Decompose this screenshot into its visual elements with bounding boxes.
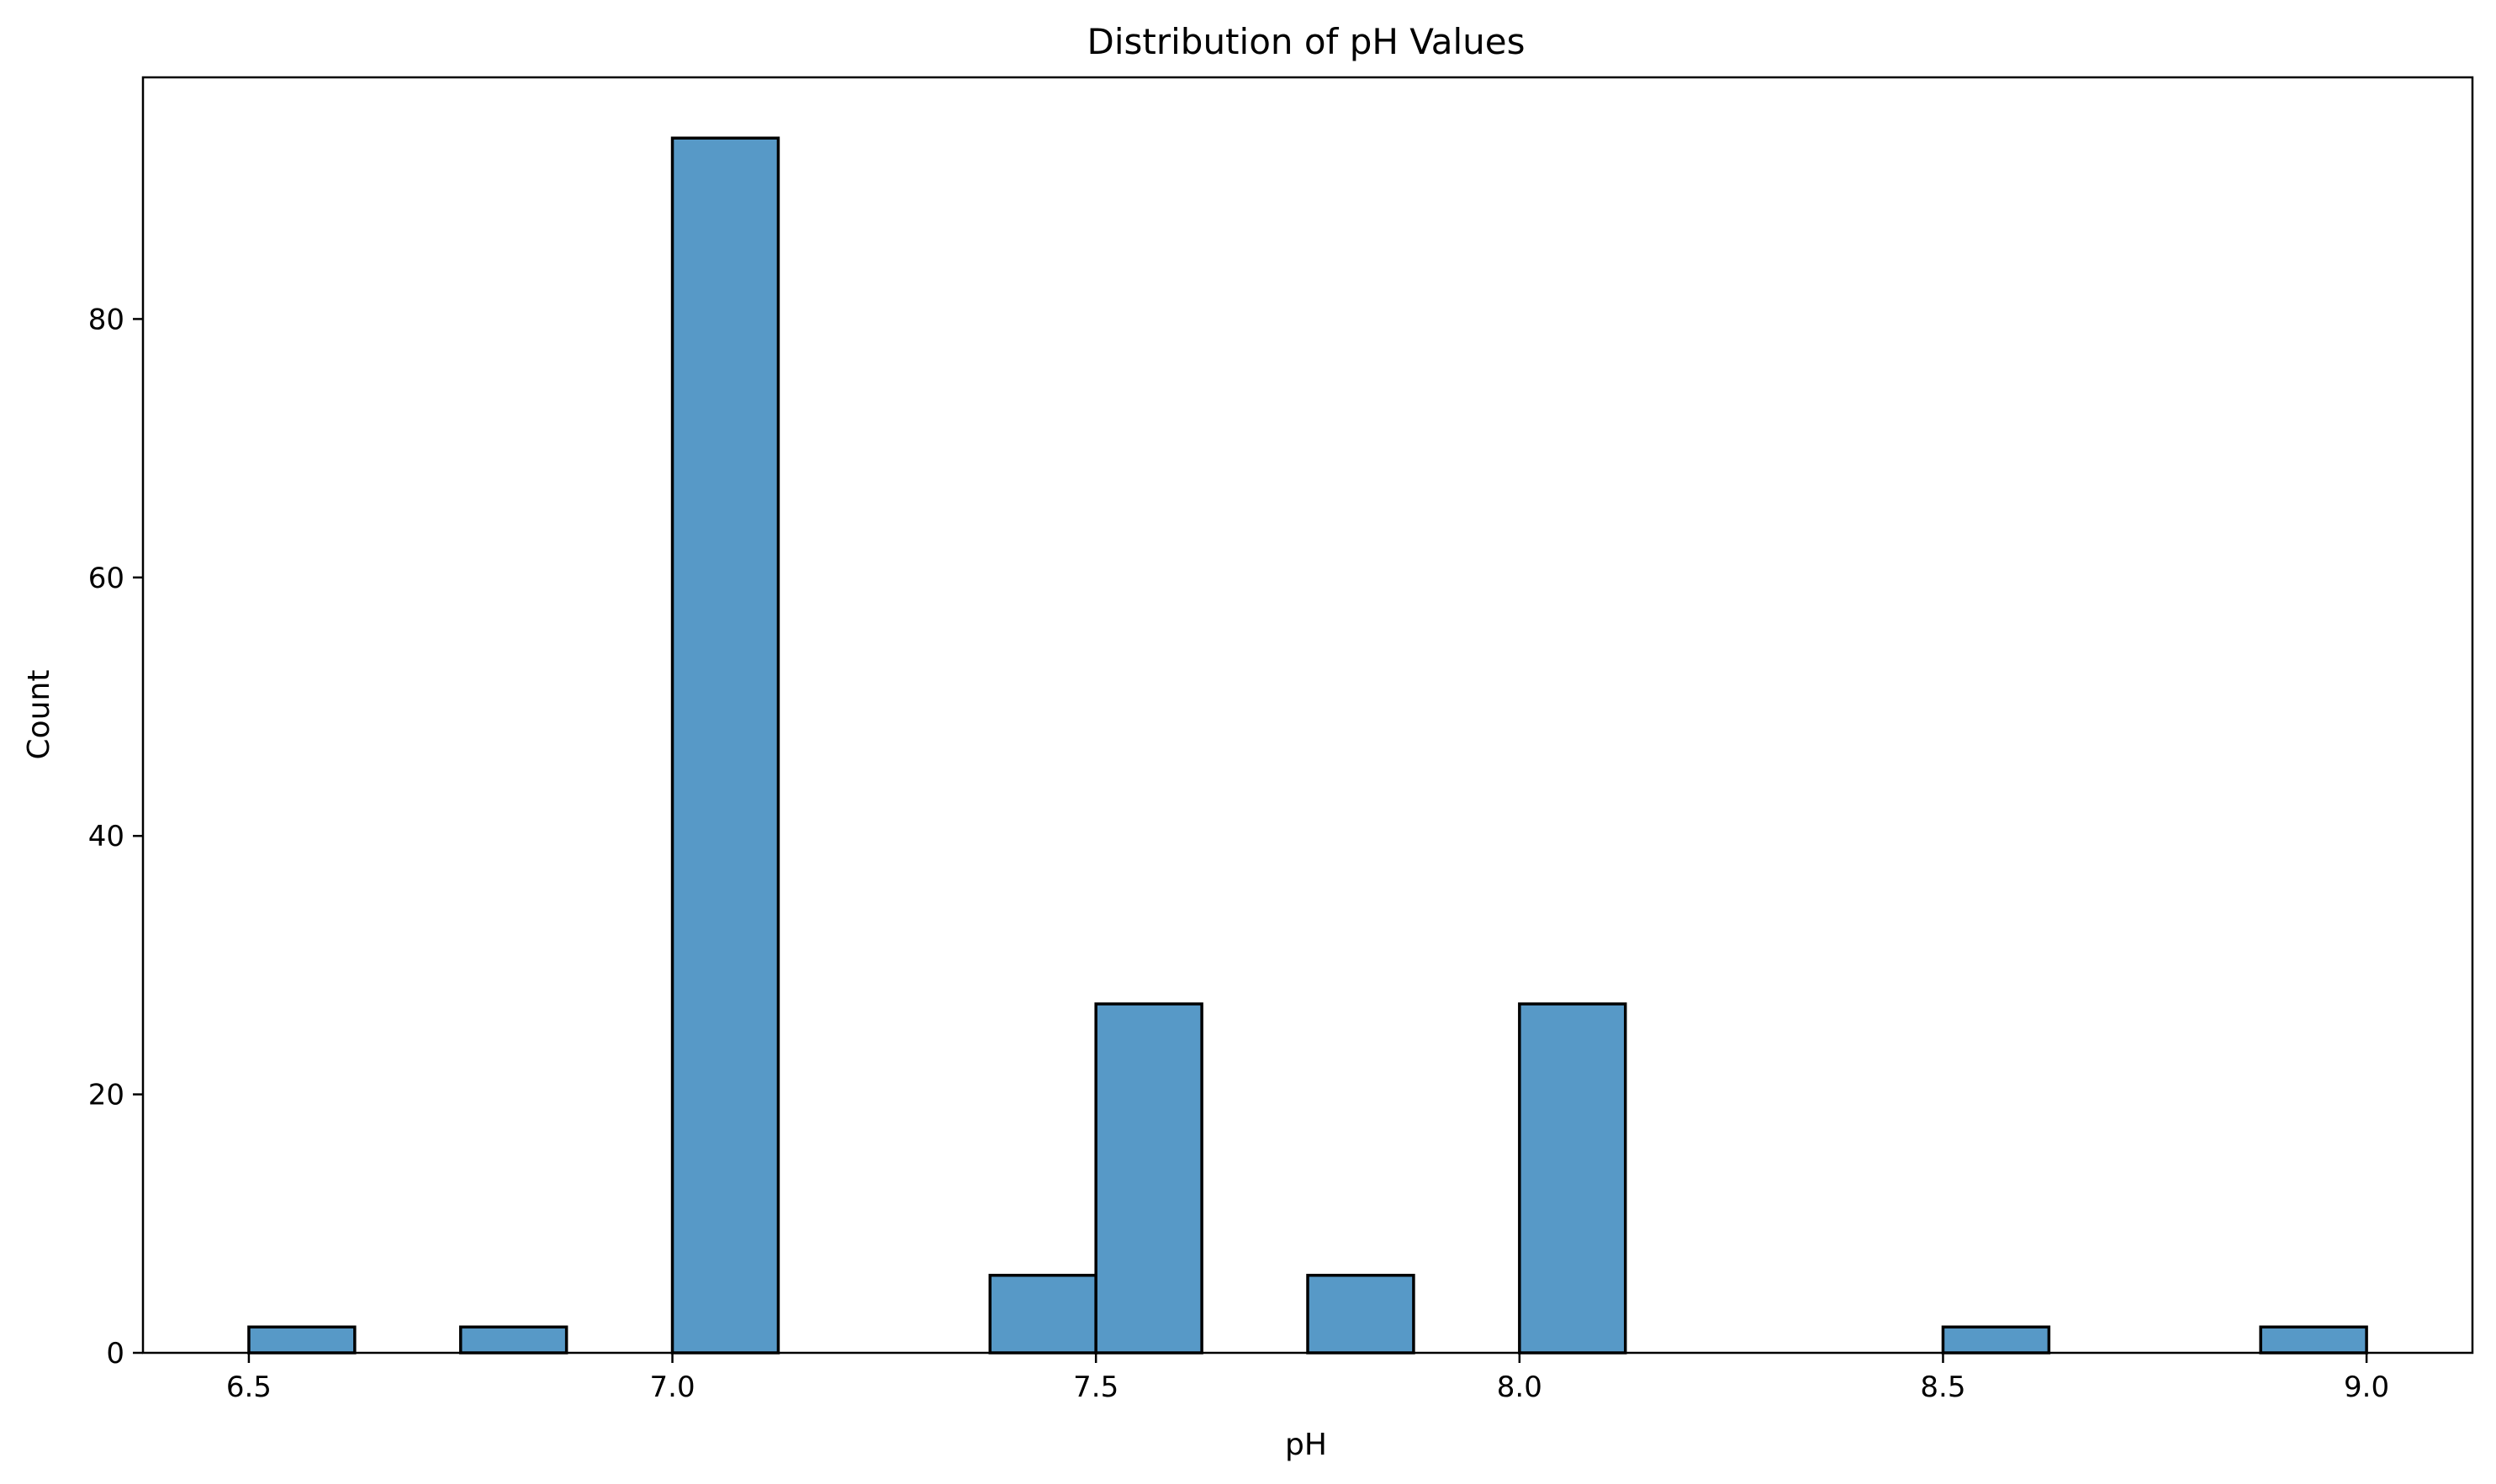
histogram-bar bbox=[670, 136, 780, 1355]
y-axis: 0 20 40 60 80 bbox=[88, 303, 143, 1370]
y-tick-label: 80 bbox=[88, 303, 124, 336]
y-tick-label: 60 bbox=[88, 562, 124, 595]
histogram-bar bbox=[1094, 1002, 1203, 1355]
x-tick-label: 9.0 bbox=[2344, 1370, 2389, 1404]
histogram-bar bbox=[458, 1325, 568, 1355]
x-tick-label: 6.5 bbox=[226, 1370, 272, 1404]
histogram-bar bbox=[2259, 1325, 2368, 1355]
y-tick-label: 40 bbox=[88, 820, 124, 853]
histogram-bar bbox=[247, 1325, 357, 1355]
histogram-bar bbox=[988, 1274, 1097, 1355]
plot-frame bbox=[141, 76, 2474, 1355]
x-axis: 6.5 7.0 7.5 8.0 8.5 9.0 bbox=[226, 1353, 2389, 1404]
y-axis-label: Count bbox=[22, 670, 56, 760]
histogram-bar bbox=[1306, 1274, 1415, 1355]
histogram-bar bbox=[1518, 1002, 1627, 1355]
x-tick-label: 7.5 bbox=[1073, 1370, 1118, 1404]
x-axis-label: pH bbox=[1285, 1428, 1327, 1462]
bars-group bbox=[247, 136, 2368, 1355]
x-tick-label: 8.5 bbox=[1920, 1370, 1965, 1404]
x-tick-label: 8.0 bbox=[1497, 1370, 1542, 1404]
chart-title: Distribution of pH Values bbox=[1087, 21, 1525, 62]
x-tick-label: 7.0 bbox=[650, 1370, 695, 1404]
y-tick-label: 0 bbox=[106, 1337, 124, 1370]
histogram-bar bbox=[1941, 1325, 2051, 1355]
y-tick-label: 20 bbox=[88, 1079, 124, 1112]
